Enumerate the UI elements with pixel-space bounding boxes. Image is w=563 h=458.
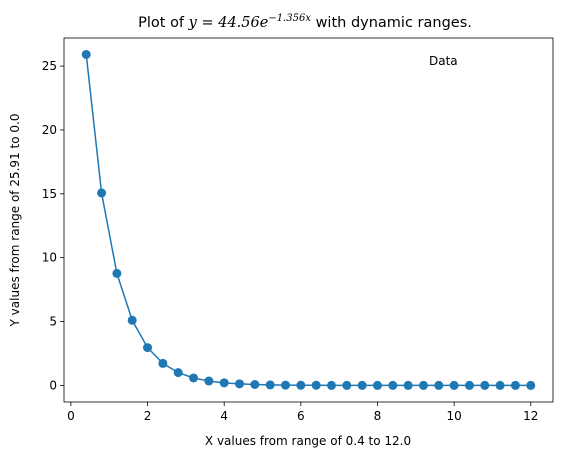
data-point [265,380,275,390]
data-point [97,188,107,198]
data-point [296,380,306,390]
y-tick-label: 25 [42,59,57,73]
data-point [526,380,536,390]
data-point [311,380,321,390]
data-point [235,379,245,389]
y-tick-label: 20 [42,123,57,137]
data-point [434,380,444,390]
chart-title: Plot of y = 44.56e−1.356x with dynamic r… [138,13,472,31]
data-point [372,380,382,390]
legend-label-data: Data [429,54,458,68]
plot-frame [63,37,554,403]
data-point [495,380,505,390]
data-point [127,315,137,325]
x-tick-label: 4 [220,409,228,423]
x-tick-label: 12 [523,409,538,423]
data-point [449,380,459,390]
data-point [189,373,199,383]
x-tick-label: 8 [374,409,382,423]
data-point [388,380,398,390]
y-axis-ticks: 0 5 10 15 20 25 [42,59,64,392]
y-tick-label: 0 [49,378,57,392]
data-point [158,358,168,368]
y-tick-label: 5 [49,315,57,329]
data-point [250,380,260,390]
data-point [342,380,352,390]
x-axis-label: X values from range of 0.4 to 12.0 [205,434,411,448]
x-axis-ticks: 0 2 4 6 8 10 12 [67,402,538,423]
series-line [85,54,531,387]
x-tick-label: 2 [144,409,152,423]
data-point [480,380,490,390]
data-point [204,376,214,386]
data-point [173,368,183,378]
data-point [143,343,153,353]
data-point [112,268,122,278]
y-tick-label: 15 [42,187,57,201]
data-point [464,380,474,390]
x-tick-label: 10 [446,409,461,423]
data-point [510,380,520,390]
data-point [418,380,428,390]
y-axis-label: Y values from range of 25.91 to 0.0 [8,114,22,328]
data-point [281,380,291,390]
x-tick-label: 0 [67,409,75,423]
x-tick-label: 6 [297,409,305,423]
data-point [357,380,367,390]
data-point [81,49,91,59]
y-tick-label: 10 [42,251,57,265]
data-point [403,380,413,390]
series-layer [81,49,536,390]
data-point [326,380,336,390]
data-point [219,378,229,388]
